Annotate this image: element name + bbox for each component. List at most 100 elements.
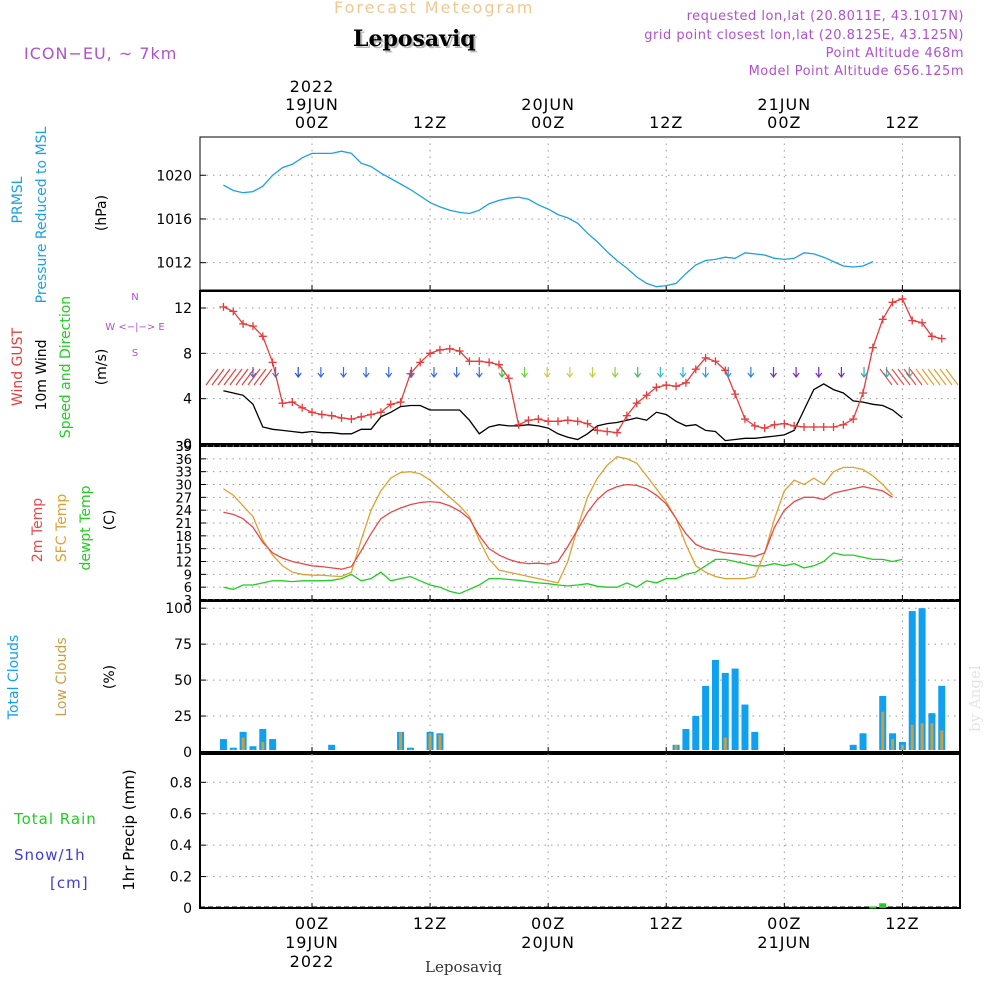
y-tick-label: 18 xyxy=(175,530,192,545)
gust-marker xyxy=(435,345,444,354)
sfc-temp-line xyxy=(223,455,894,584)
y-tick-label: 15 xyxy=(175,543,192,558)
total-cloud-bar xyxy=(731,668,739,750)
gust-marker xyxy=(455,347,464,356)
total-cloud-bar xyxy=(219,739,227,750)
gust-marker xyxy=(780,419,789,428)
gust-marker xyxy=(485,358,494,367)
gust-marker xyxy=(603,427,612,436)
wind-hatch xyxy=(891,368,905,386)
rain-bar xyxy=(869,906,877,909)
wind-hatch xyxy=(909,368,923,386)
compass-north: N xyxy=(131,292,138,303)
y-tick-label: 4 xyxy=(183,392,192,408)
gust-marker xyxy=(809,423,818,431)
time-label-bottom: 19JUN xyxy=(285,933,339,952)
wind-hatch xyxy=(903,368,917,386)
grid-coords: grid point closest lon,lat (20.8125E, 43… xyxy=(644,28,964,43)
time-label-top: 00Z xyxy=(767,113,801,132)
wind-arrow xyxy=(340,367,347,378)
wind-arrow xyxy=(498,367,506,378)
time-label-bottom: 00Z xyxy=(531,914,565,933)
time-label-bottom: 21JUN xyxy=(757,933,811,952)
time-label-top: 2022 xyxy=(290,77,335,96)
low-cloud-bar xyxy=(438,734,442,750)
total-cloud-bar xyxy=(859,733,867,750)
time-label-bottom: 12Z xyxy=(885,914,919,933)
wind-arrow xyxy=(475,367,483,378)
time-label-bottom: 00Z xyxy=(767,914,801,933)
wind-arrow xyxy=(566,367,574,378)
total-cloud-bar xyxy=(849,744,857,750)
total-cloud-bar xyxy=(406,747,414,750)
y-tick-label: 25 xyxy=(174,709,192,725)
gust-marker xyxy=(849,415,858,424)
total-cloud-bar xyxy=(229,747,237,750)
gust-marker xyxy=(819,423,828,431)
gust-marker xyxy=(888,298,897,307)
wind-arrow xyxy=(860,367,868,378)
gust-marker xyxy=(367,410,376,419)
y-tick-label: 27 xyxy=(175,491,192,506)
total-clouds-label: Total Clouds xyxy=(6,635,22,720)
y-tick-label: 0 xyxy=(183,437,192,453)
wind-arrow xyxy=(656,367,664,378)
gust-marker xyxy=(248,322,257,331)
gust-marker xyxy=(524,416,533,425)
wind-arrow xyxy=(294,367,302,378)
wind-hatch xyxy=(247,368,261,386)
gust-marker xyxy=(465,357,474,366)
y-tick-label: 6 xyxy=(184,581,192,596)
gust-label: Wind GUST xyxy=(10,327,26,406)
y-tick-label: 21 xyxy=(175,517,192,532)
rain-bar xyxy=(879,903,887,908)
gust-marker xyxy=(800,423,808,431)
wind-hatch xyxy=(897,368,911,386)
wind-hatch xyxy=(933,368,947,386)
panel-frame xyxy=(199,136,961,291)
wind-hatch xyxy=(229,368,243,386)
low-cloud-bar xyxy=(723,737,727,750)
gust-marker xyxy=(868,343,877,352)
pressure-label-short: PRMSL xyxy=(10,176,26,223)
wind-arrow xyxy=(543,367,551,378)
gust-marker xyxy=(298,403,307,412)
wind-hatch xyxy=(915,368,929,386)
low-clouds-label: Low Clouds xyxy=(54,637,70,716)
gust-marker xyxy=(229,307,238,316)
wind-hatch xyxy=(223,368,237,386)
gust-marker xyxy=(711,357,720,366)
wind-arrow xyxy=(679,367,687,378)
gust-marker xyxy=(839,420,848,429)
gust-marker xyxy=(859,389,868,397)
gust-marker xyxy=(937,334,946,343)
total-cloud-bar xyxy=(702,685,710,750)
wind-arrow xyxy=(724,367,732,378)
pressure-label-long: Pressure Reduced to MSL xyxy=(34,126,50,303)
panel-frame xyxy=(199,753,961,909)
y-tick-label: 75 xyxy=(174,637,192,653)
y-tick-label: 24 xyxy=(175,504,192,519)
wind-arrow xyxy=(362,367,370,378)
wind-hatch xyxy=(259,368,273,386)
time-label-top: 12Z xyxy=(649,113,683,132)
temp-unit: (C) xyxy=(102,510,118,531)
y-tick-label: 1012 xyxy=(156,256,192,272)
y-tick-label: 9 xyxy=(184,568,192,583)
low-cloud-bar xyxy=(920,723,924,750)
wind-arrow xyxy=(385,367,393,378)
wind-hatch xyxy=(879,368,893,386)
gust-marker xyxy=(445,344,454,353)
time-label-bottom: 20JUN xyxy=(521,933,575,952)
gust-marker xyxy=(347,415,356,424)
total-cloud-bar xyxy=(751,731,759,750)
temp2m-line xyxy=(223,483,893,570)
y-tick-label: 0 xyxy=(183,745,192,761)
gust-marker xyxy=(514,420,523,429)
snow-label: Snow/1h xyxy=(14,846,86,864)
wind-arrow xyxy=(770,367,777,378)
gust-marker xyxy=(790,421,799,430)
y-tick-label: 100 xyxy=(165,601,192,617)
low-cloud-bar xyxy=(930,723,934,750)
